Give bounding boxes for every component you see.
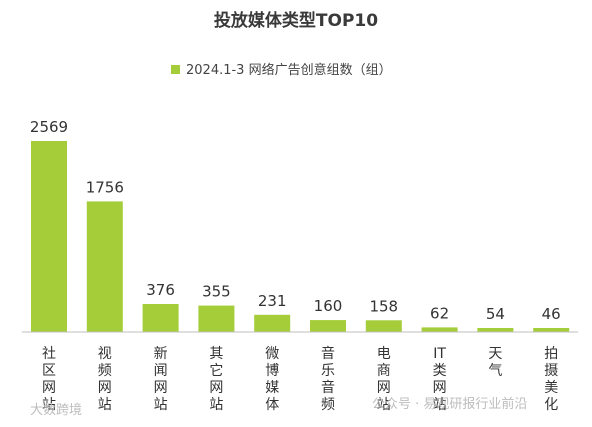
category-label-0-char-3: 站: [42, 397, 56, 413]
category-label-1-char-0: 视: [98, 346, 112, 362]
value-label-6: 158: [369, 297, 398, 315]
category-label-8: 天气: [488, 346, 502, 379]
watermark-left: 大数跨境: [30, 403, 82, 418]
category-label-5-char-2: 音: [321, 379, 335, 396]
chart-title: 投放媒体类型TOP10: [214, 10, 378, 31]
category-label-0-char-0: 社: [42, 346, 56, 362]
value-label-8: 54: [486, 305, 505, 323]
category-label-8-char-0: 天: [488, 346, 502, 362]
category-label-4-char-3: 体: [265, 397, 279, 413]
bar-1: [86, 201, 123, 332]
category-label-4-char-1: 博: [265, 362, 279, 379]
bar-7: [421, 327, 458, 332]
legend-swatch: [171, 65, 180, 74]
bar-6: [365, 320, 402, 332]
category-label-3-char-0: 其: [209, 346, 223, 362]
value-label-7: 62: [430, 304, 449, 322]
category-label-0-char-2: 网: [42, 380, 56, 396]
value-labels-group: 2569 1756 376 355 231 160 158 62 54 46: [30, 118, 561, 323]
bar-0: [31, 141, 67, 332]
bar-8: [477, 328, 514, 332]
category-label-5-char-1: 乐: [321, 363, 335, 379]
category-label-5-char-0: 音: [321, 345, 335, 362]
category-label-7-char-1: 类: [433, 363, 447, 379]
value-label-3: 355: [202, 283, 231, 301]
category-label-9-char-3: 化: [544, 397, 558, 413]
category-label-2-char-2: 网: [154, 380, 168, 396]
category-label-4-char-0: 微: [265, 346, 279, 362]
watermark-right: 公众号 · 易观研报行业前沿: [372, 396, 527, 412]
category-label-1-char-1: 频: [98, 363, 112, 379]
category-label-9-char-0: 拍: [544, 346, 558, 362]
legend-label: 2024.1-3 网络广告创意组数（组）: [186, 62, 392, 78]
value-label-9: 46: [542, 305, 561, 323]
category-label-2-char-3: 站: [154, 397, 168, 413]
legend: 2024.1-3 网络广告创意组数（组）: [171, 62, 392, 78]
category-label-4-char-2: 媒: [265, 380, 279, 396]
category-label-3-char-3: 站: [209, 397, 223, 413]
category-label-6-char-3: 站: [377, 397, 391, 413]
value-label-5: 160: [314, 297, 343, 315]
category-label-7-char-2: 网: [433, 380, 447, 396]
category-label-7-char-0: IT: [433, 346, 446, 362]
bar-9: [533, 328, 570, 332]
category-label-3-char-2: 网: [209, 380, 223, 396]
bar-5: [310, 320, 346, 332]
category-label-1-char-3: 站: [98, 397, 112, 413]
category-label-7-char-3: 站: [433, 397, 447, 413]
category-label-6-char-0: 电: [377, 346, 391, 362]
bar-3: [198, 305, 235, 332]
category-label-9-char-2: 美: [544, 380, 558, 396]
category-label-8-char-1: 气: [488, 363, 502, 379]
category-label-9-char-1: 摄: [544, 363, 558, 379]
category-label-2-char-0: 新: [154, 346, 168, 362]
bar-2: [142, 304, 179, 332]
category-label-6-char-1: 商: [377, 363, 391, 379]
category-label-3-char-1: 它: [209, 362, 223, 379]
value-label-4: 231: [258, 292, 287, 310]
value-label-2: 376: [146, 281, 175, 299]
bars-group: [31, 141, 570, 332]
category-label-1-char-2: 网: [98, 380, 112, 396]
category-label-6-char-2: 网: [377, 380, 391, 396]
bar-4: [254, 314, 291, 332]
category-label-5-char-3: 频: [321, 397, 335, 413]
value-label-1: 1756: [86, 178, 124, 196]
category-label-2-char-1: 闻: [154, 363, 168, 379]
category-label-0-char-1: 区: [42, 363, 56, 379]
value-label-0: 2569: [30, 118, 68, 136]
